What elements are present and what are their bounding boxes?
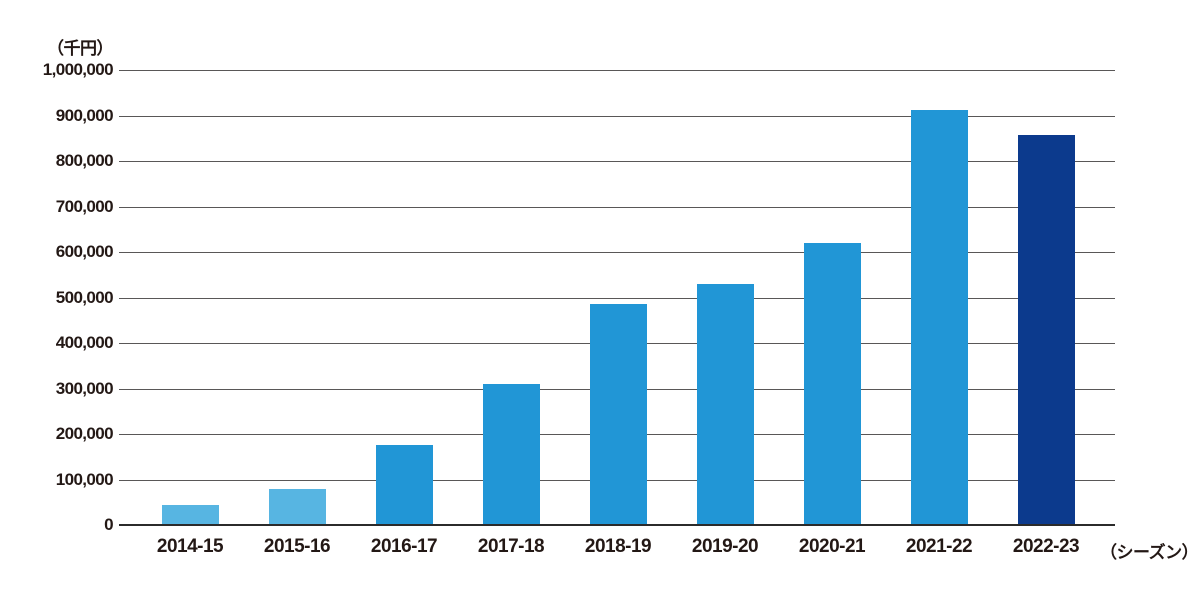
bar-2019-20 (696, 283, 754, 525)
y-axis-tick-label: 400,000 (55, 333, 114, 352)
x-axis-tick-label: 2021-22 (905, 536, 973, 557)
bar-2016-17 (375, 445, 433, 525)
y-axis-tick-label: 700,000 (55, 196, 114, 216)
y-axis-tick-label: 500,000 (55, 287, 114, 307)
x-axis-tick-label: 2015-16 (263, 536, 331, 557)
bar-2015-16 (268, 488, 326, 525)
x-axis-tick-label: 2016-17 (370, 536, 438, 557)
bar-2021-22 (910, 109, 968, 525)
x-axis-line (119, 524, 1115, 526)
y-axis-tick-label: 600,000 (55, 242, 114, 261)
x-axis-tick-label: 2020-21 (798, 536, 866, 557)
y-axis-tick-label: 200,000 (55, 424, 114, 443)
bar-2018-19 (589, 303, 647, 525)
y-axis-unit-label: （千円） (47, 39, 114, 58)
bar-2017-18 (482, 383, 540, 525)
x-axis-tick-label: 2014-15 (156, 536, 224, 557)
x-axis-tick-label: 2017-18 (477, 536, 545, 557)
gridline (119, 115, 1115, 117)
x-axis-tick-label: 2022-23 (1012, 536, 1080, 557)
gridline (119, 297, 1115, 299)
y-axis-tick-label: 100,000 (55, 469, 114, 489)
bar-2020-21 (803, 242, 861, 525)
bar-2022-23 (1017, 134, 1075, 525)
y-axis-tick-label: 1,000,000 (42, 60, 114, 79)
y-axis-tick-label: 800,000 (55, 151, 114, 170)
x-axis-tick-label: 2019-20 (691, 536, 759, 557)
bar-2014-15 (161, 505, 219, 525)
y-axis-tick-label: 900,000 (55, 105, 114, 125)
y-axis-tick-label: 300,000 (55, 378, 114, 398)
gridline (119, 70, 1115, 71)
gridline (119, 252, 1115, 253)
y-axis-tick-label: 0 (104, 515, 113, 534)
gridline (119, 206, 1115, 208)
x-axis-tick-label: 2018-19 (584, 536, 652, 557)
x-axis-unit-label: （シーズン） (1100, 543, 1199, 562)
gridline (119, 161, 1115, 162)
